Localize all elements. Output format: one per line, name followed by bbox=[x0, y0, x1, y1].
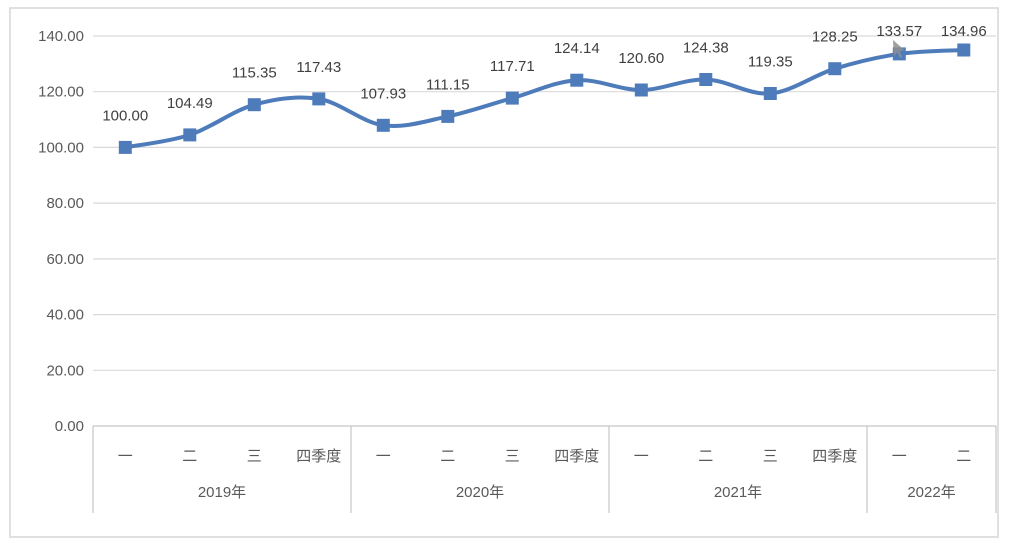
data-point-label: 124.14 bbox=[554, 40, 600, 57]
y-axis-tick-label: 60.00 bbox=[46, 251, 84, 268]
y-axis-tick-label: 140.00 bbox=[38, 28, 84, 45]
y-axis-tick-label: 40.00 bbox=[46, 307, 84, 324]
data-point-label: 128.25 bbox=[812, 29, 858, 46]
quarter-tick-label: 二 bbox=[698, 448, 713, 465]
quarter-tick-label: 二 bbox=[182, 448, 197, 465]
year-group-label: 2021年 bbox=[714, 484, 762, 501]
y-axis-tick-label: 80.00 bbox=[46, 195, 84, 212]
data-point-label: 119.35 bbox=[748, 54, 793, 71]
data-point-marker bbox=[183, 128, 197, 142]
data-point-marker bbox=[441, 109, 455, 123]
year-group-label: 2019年 bbox=[198, 484, 246, 501]
quarter-tick-label: 三 bbox=[763, 448, 778, 465]
data-point-marker bbox=[634, 83, 648, 97]
data-point-marker bbox=[376, 118, 390, 132]
data-point-marker bbox=[699, 73, 713, 86]
data-point-marker bbox=[570, 73, 584, 87]
data-point-label: 117.71 bbox=[490, 58, 535, 75]
quarter-tick-label: 四季度 bbox=[296, 448, 341, 465]
y-axis-tick-label: 20.00 bbox=[46, 362, 84, 379]
data-point-marker bbox=[505, 91, 519, 105]
data-point-label: 111.15 bbox=[426, 76, 470, 93]
data-point-label: 124.38 bbox=[683, 40, 729, 57]
quarter-tick-label: 四季度 bbox=[554, 448, 599, 465]
data-point-marker bbox=[957, 43, 971, 57]
data-point-label: 104.49 bbox=[167, 95, 213, 112]
data-point-marker bbox=[247, 98, 261, 112]
data-point-label: 134.96 bbox=[941, 23, 987, 40]
chart-border bbox=[9, 7, 999, 538]
quarter-tick-label: 四季度 bbox=[812, 448, 857, 465]
quarter-tick-label: 一 bbox=[376, 448, 391, 465]
quarter-tick-label: 三 bbox=[247, 448, 262, 465]
quarter-tick-label: 二 bbox=[440, 448, 455, 465]
quarter-tick-label: 二 bbox=[956, 448, 971, 465]
data-point-label: 107.93 bbox=[360, 85, 406, 102]
y-axis-tick-label: 100.00 bbox=[38, 139, 84, 156]
quarter-tick-label: 一 bbox=[892, 448, 907, 465]
year-group-label: 2020年 bbox=[456, 484, 504, 501]
year-group-label: 2022年 bbox=[907, 484, 955, 501]
data-point-marker bbox=[312, 92, 326, 106]
data-point-label: 100.00 bbox=[102, 107, 148, 124]
data-point-label: 115.35 bbox=[232, 65, 277, 82]
data-point-label: 120.60 bbox=[618, 50, 664, 67]
data-point-label: 133.57 bbox=[876, 23, 922, 40]
data-point-marker bbox=[763, 87, 777, 100]
data-point-label: 117.43 bbox=[296, 59, 341, 76]
quarter-tick-label: 一 bbox=[118, 448, 133, 465]
quarter-tick-label: 一 bbox=[634, 448, 649, 465]
y-axis-tick-label: 120.00 bbox=[38, 84, 84, 101]
data-point-marker bbox=[118, 140, 132, 154]
mouse-cursor bbox=[893, 40, 905, 58]
quarter-tick-label: 三 bbox=[505, 448, 520, 465]
data-point-marker bbox=[828, 62, 842, 76]
y-axis-tick-label: 0.00 bbox=[55, 418, 84, 435]
